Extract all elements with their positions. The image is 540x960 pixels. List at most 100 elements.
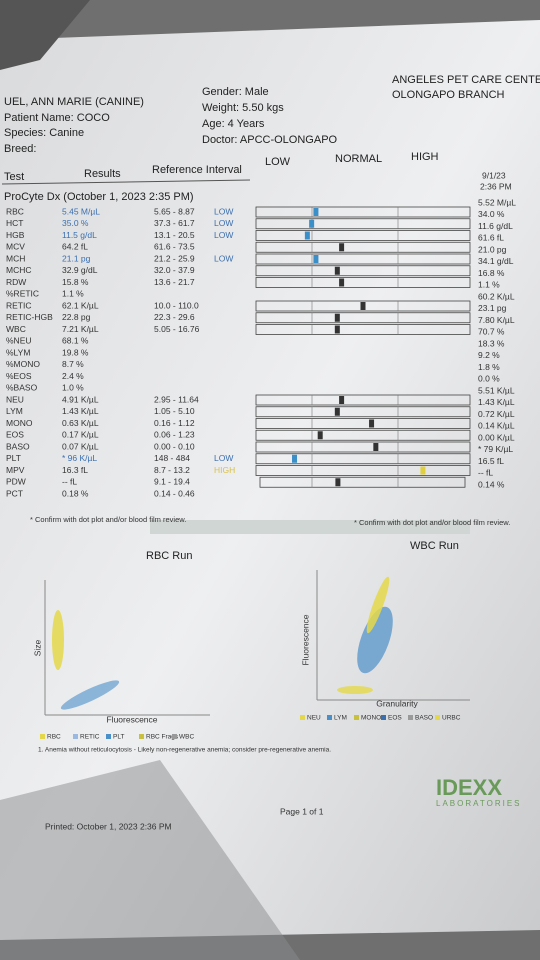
indicator bbox=[335, 478, 341, 487]
axis-label: Granularity bbox=[376, 698, 418, 708]
prior: * 79 K/µL bbox=[478, 444, 513, 454]
reference: 32.0 - 37.9 bbox=[154, 265, 195, 275]
test: HCT bbox=[6, 218, 23, 228]
date: 9/1/23 bbox=[482, 170, 506, 180]
legend-label: MONO bbox=[361, 715, 381, 722]
flag: LOW bbox=[214, 218, 233, 228]
test: %RETIC bbox=[6, 289, 39, 299]
prior: 16.5 fL bbox=[478, 456, 504, 466]
prior: 7.80 K/µL bbox=[478, 315, 515, 325]
test: NEU bbox=[6, 394, 24, 404]
col-test: Test bbox=[4, 171, 24, 183]
note: * Confirm with dot plot and/or blood fil… bbox=[30, 515, 186, 524]
axis-label: Fluorescence bbox=[106, 714, 157, 724]
legend-swatch bbox=[408, 715, 413, 720]
prior: 60.2 K/µL bbox=[478, 291, 515, 301]
reference: 22.3 - 29.6 bbox=[154, 312, 195, 322]
clinic: ANGELES PET CARE CENTE bbox=[392, 74, 540, 86]
test: RETIC bbox=[6, 300, 32, 310]
range-bar bbox=[255, 218, 471, 230]
indicator bbox=[313, 255, 319, 263]
range-bar bbox=[255, 441, 471, 453]
indicator bbox=[373, 443, 379, 451]
test: %LYM bbox=[6, 347, 30, 357]
result: 32.9 g/dL bbox=[62, 265, 98, 275]
reference: 0.14 - 0.46 bbox=[154, 488, 195, 498]
result: 11.5 g/dL bbox=[62, 230, 97, 240]
prior: 0.00 K/µL bbox=[478, 432, 515, 442]
reference: 148 - 484 bbox=[154, 453, 190, 463]
indicator bbox=[420, 466, 426, 475]
range-bar bbox=[255, 312, 471, 324]
owner: UEL, ANN MARIE (CANINE) bbox=[4, 96, 144, 108]
result: 1.0 % bbox=[62, 383, 84, 393]
test: HGB bbox=[6, 230, 25, 240]
legend-label: BASO bbox=[415, 715, 433, 722]
prior: 18.3 % bbox=[478, 338, 505, 348]
range-bar bbox=[255, 418, 471, 429]
result: 35.0 % bbox=[62, 218, 89, 228]
legend-label: LYM bbox=[334, 715, 347, 722]
result: 4.91 K/µL bbox=[62, 394, 99, 404]
reference: 37.3 - 61.7 bbox=[154, 218, 195, 228]
range-bar bbox=[255, 429, 471, 441]
reference: 13.1 - 20.5 bbox=[154, 230, 195, 240]
prior: 34.1 g/dL bbox=[478, 256, 514, 266]
time: 2:36 PM bbox=[480, 181, 512, 191]
wbc-plot: Fluorescence Granularity bbox=[300, 570, 470, 708]
indicator bbox=[317, 431, 323, 440]
shadow bbox=[0, 0, 90, 70]
indicator bbox=[360, 302, 366, 310]
test: MONO bbox=[6, 418, 33, 428]
legend-swatch bbox=[354, 715, 359, 720]
result: 22.8 pg bbox=[62, 312, 91, 322]
shadow bbox=[0, 760, 300, 960]
brand-sub: LABORATORIES bbox=[436, 799, 522, 808]
legend-label: PLT bbox=[113, 734, 124, 741]
prior: 0.14 % bbox=[478, 479, 505, 489]
test: RETIC-HGB bbox=[6, 312, 53, 322]
flag: LOW bbox=[214, 230, 233, 240]
note-band bbox=[150, 520, 470, 534]
flag: LOW bbox=[214, 206, 233, 216]
result: 64.2 fL bbox=[62, 242, 88, 252]
legends: RBC RETIC PLT RBC Frags WBC NEU LYM MONO EOS BASO… bbox=[40, 715, 461, 741]
result: 62.1 K/µL bbox=[62, 300, 99, 310]
result: * 96 K/µL bbox=[62, 453, 97, 463]
indicator bbox=[313, 208, 319, 216]
prior: 34.0 % bbox=[478, 209, 505, 219]
result: 1.1 % bbox=[62, 289, 84, 299]
prior: 0.72 K/µL bbox=[478, 409, 515, 419]
legend-label: NEU bbox=[307, 715, 321, 722]
test: MCHC bbox=[6, 265, 32, 275]
patient: Patient Name: COCO bbox=[4, 112, 110, 124]
legend-swatch bbox=[139, 734, 144, 739]
result: 21.1 pg bbox=[62, 253, 91, 263]
test: %NEU bbox=[6, 336, 32, 346]
range-bar bbox=[255, 465, 471, 476]
prior: 61.6 fL bbox=[478, 233, 504, 243]
indicator bbox=[304, 231, 310, 240]
test: %BASO bbox=[6, 383, 38, 393]
test: BASO bbox=[6, 441, 30, 451]
result: 0.63 K/µL bbox=[62, 418, 99, 428]
test: LYM bbox=[6, 406, 23, 416]
prior: 70.7 % bbox=[478, 327, 505, 337]
indicator bbox=[369, 419, 375, 428]
indicator bbox=[292, 454, 298, 463]
range-bar bbox=[255, 300, 471, 312]
breed: Breed: bbox=[4, 143, 36, 155]
legend-label: RBC bbox=[47, 734, 61, 741]
reference: 10.0 - 110.0 bbox=[154, 300, 199, 310]
range-bar bbox=[255, 206, 471, 218]
range-bar bbox=[255, 265, 471, 277]
indicator bbox=[334, 325, 340, 334]
legend-label: WBC bbox=[179, 734, 194, 741]
result: 68.1 % bbox=[62, 336, 89, 346]
doctor: Doctor: APCC-OLONGAPO bbox=[202, 134, 338, 146]
note: * Confirm with dot plot and/or blood fil… bbox=[354, 518, 510, 527]
prior: 5.51 K/µL bbox=[478, 385, 515, 395]
prior: 21.0 pg bbox=[478, 244, 507, 254]
gender: Gender: Male bbox=[202, 86, 269, 98]
legend-label: RETIC bbox=[80, 734, 100, 741]
